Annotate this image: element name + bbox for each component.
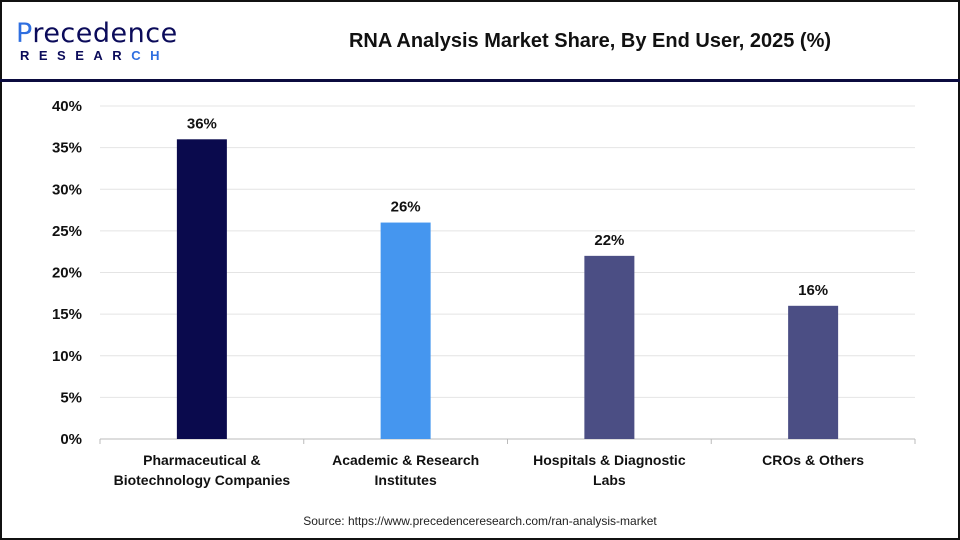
data-label: 26% [391, 199, 421, 216]
data-label: 36% [187, 115, 217, 132]
x-category-label: Hospitals & Diagnostic [533, 452, 686, 468]
y-tick-label: 10% [52, 348, 82, 365]
y-tick-label: 30% [52, 181, 82, 198]
chart-title: RNA Analysis Market Share, By End User, … [348, 30, 832, 52]
logo-wordmark-top: Precedence [16, 18, 178, 49]
bar [380, 222, 431, 439]
source-note: Source: https://www.precedenceresearch.c… [303, 514, 657, 528]
x-category-label: Institutes [375, 472, 437, 488]
x-category-label: Biotechnology Companies [114, 472, 291, 488]
x-category-label: CROs & Others [762, 452, 864, 468]
y-tick-label: 5% [60, 389, 82, 406]
data-label: 22% [594, 232, 624, 249]
y-tick-label: 35% [52, 140, 82, 157]
y-tick-label: 0% [60, 431, 82, 448]
x-category-label: Pharmaceutical & [143, 452, 261, 468]
y-tick-label: 20% [52, 265, 82, 282]
precedence-research-logo: Precedence RESEARCH [16, 18, 178, 64]
bar [584, 255, 635, 439]
logo-wordmark-bottom: RESEARCH [20, 48, 169, 63]
y-tick-label: 25% [52, 223, 82, 240]
header-divider [0, 79, 960, 82]
data-label: 16% [798, 282, 828, 299]
y-tick-label: 15% [52, 306, 82, 323]
bar [176, 139, 227, 440]
x-category-label: Labs [593, 472, 626, 488]
bar [788, 305, 839, 439]
y-tick-label: 40% [52, 98, 82, 115]
x-category-label: Academic & Research [332, 452, 479, 468]
